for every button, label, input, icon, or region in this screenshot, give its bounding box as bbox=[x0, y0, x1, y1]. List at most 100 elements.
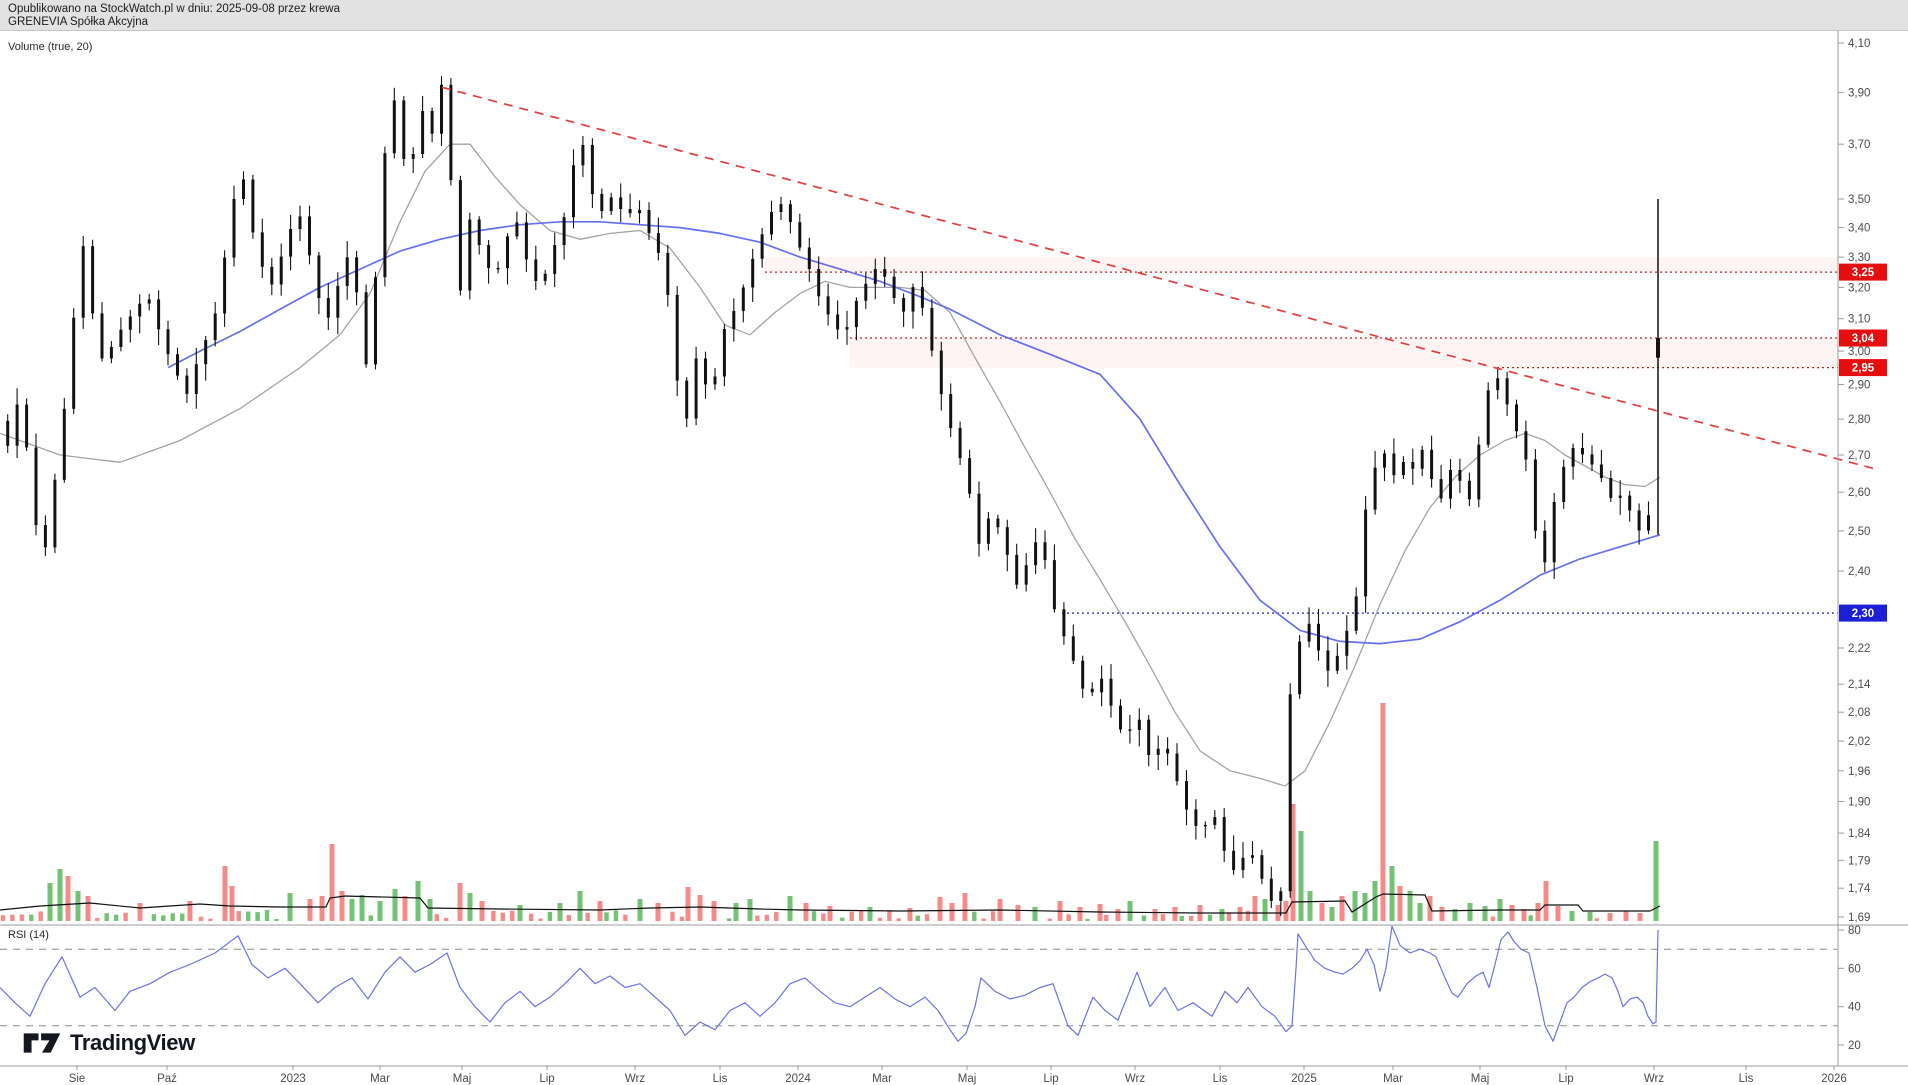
volume-bar bbox=[733, 903, 739, 921]
volume-bar bbox=[1352, 891, 1358, 921]
candle-body bbox=[590, 145, 594, 194]
candle-body bbox=[713, 376, 717, 385]
time-tick-label[interactable]: Lis bbox=[1739, 1073, 1754, 1085]
descending-trendline[interactable] bbox=[441, 86, 1879, 471]
candle-body bbox=[421, 111, 425, 154]
pane-separators bbox=[0, 31, 1908, 1067]
price-level-badge[interactable] bbox=[1839, 263, 1887, 281]
candle-body bbox=[1251, 855, 1254, 858]
volume-bar bbox=[377, 901, 383, 921]
volume-bar bbox=[491, 911, 496, 921]
candle-body bbox=[609, 197, 613, 212]
volume-bar bbox=[151, 914, 157, 921]
volume-bar bbox=[577, 891, 583, 921]
time-tick-label[interactable]: Lis bbox=[713, 1073, 728, 1085]
volume-bar bbox=[1569, 911, 1575, 921]
candle-body bbox=[845, 327, 849, 330]
volume-indicator-label: Volume (true, 20) bbox=[8, 41, 93, 53]
volume-bar bbox=[236, 911, 241, 921]
volume-bar bbox=[274, 918, 279, 921]
time-tick-label[interactable]: 2025 bbox=[1291, 1073, 1317, 1085]
candle-body bbox=[477, 219, 481, 245]
volume-bar bbox=[137, 903, 143, 921]
time-tick-label[interactable]: 2026 bbox=[1821, 1073, 1847, 1085]
time-tick-label[interactable]: Maj bbox=[1471, 1073, 1490, 1085]
time-tick-label[interactable]: Maj bbox=[453, 1073, 472, 1085]
volume-bar bbox=[415, 881, 421, 921]
price-level-badges[interactable]: 3,25 3,04 2,95 2,30 bbox=[1839, 263, 1887, 622]
price-level-badge[interactable] bbox=[1839, 359, 1887, 377]
candle-body bbox=[638, 210, 641, 214]
time-tick-label[interactable]: Sie bbox=[69, 1073, 86, 1085]
candle-body bbox=[1505, 378, 1509, 405]
tradingview-logo[interactable]: TradingView bbox=[22, 1028, 195, 1058]
time-tick-label[interactable]: Lis bbox=[1213, 1073, 1228, 1085]
candle-body bbox=[251, 179, 255, 233]
candle-body bbox=[194, 364, 198, 394]
time-tick-label[interactable]: Lip bbox=[539, 1073, 554, 1085]
time-tick-label[interactable]: Lip bbox=[1558, 1073, 1573, 1085]
volume-bar bbox=[821, 913, 826, 921]
time-tick-label[interactable]: Wrz bbox=[625, 1073, 645, 1085]
volume-bar bbox=[1262, 899, 1268, 921]
candle-body bbox=[798, 222, 802, 248]
volume-bar bbox=[1509, 905, 1515, 921]
candle-body bbox=[81, 246, 85, 318]
volume-bar bbox=[457, 883, 463, 921]
candle-body bbox=[1194, 809, 1198, 826]
candle-body bbox=[91, 246, 95, 314]
time-tick-label[interactable]: Lip bbox=[1043, 1073, 1058, 1085]
volume-bar bbox=[1032, 907, 1038, 921]
candle-body bbox=[873, 269, 877, 284]
alert-zone bbox=[850, 337, 1838, 368]
rsi-tick-label: 80 bbox=[1848, 925, 1861, 937]
time-tick-label[interactable]: Wrz bbox=[1644, 1073, 1664, 1085]
candle-body bbox=[449, 84, 453, 181]
volume-bar bbox=[1207, 914, 1213, 921]
time-tick-label[interactable]: Maj bbox=[958, 1073, 977, 1085]
candle-body bbox=[619, 197, 623, 209]
volume-bar bbox=[392, 889, 398, 921]
tradingview-logo-text: TradingView bbox=[70, 1030, 195, 1055]
candle-body bbox=[6, 420, 10, 446]
volume-bar bbox=[229, 886, 235, 921]
volume-bar bbox=[670, 911, 675, 921]
volume-bar bbox=[467, 893, 473, 921]
volume-bar bbox=[1339, 896, 1345, 921]
trendline[interactable] bbox=[441, 86, 1879, 471]
candle-body bbox=[1232, 850, 1236, 871]
price-axis[interactable]: 4,10 3,90 3,70 3,50 3,40 3,30 3,20 3,10 3,00 2,90… bbox=[1838, 38, 1871, 1052]
candle-body bbox=[1298, 641, 1302, 695]
volume-bar bbox=[849, 911, 854, 921]
candle-body bbox=[1552, 502, 1556, 563]
volume-bar bbox=[1362, 893, 1368, 921]
candle-body bbox=[1034, 542, 1038, 566]
rsi-tick-label: 60 bbox=[1848, 963, 1861, 975]
volume-bar bbox=[114, 914, 119, 921]
candle-body bbox=[176, 354, 179, 376]
time-tick-label[interactable]: Mar bbox=[370, 1073, 390, 1085]
time-tick-label[interactable]: Mar bbox=[1383, 1073, 1403, 1085]
candle-body bbox=[883, 269, 887, 277]
volume-bar bbox=[747, 899, 753, 921]
price-level-badge[interactable] bbox=[1839, 604, 1887, 622]
candle-body bbox=[1279, 891, 1283, 901]
price-level-lines[interactable] bbox=[765, 271, 1838, 614]
time-tick-label[interactable]: 2023 bbox=[280, 1073, 306, 1085]
candle-body bbox=[562, 217, 566, 245]
time-tick-label[interactable]: Paź bbox=[157, 1073, 177, 1085]
price-level-badge[interactable] bbox=[1839, 329, 1887, 347]
volume-bar bbox=[104, 913, 109, 921]
candle-body bbox=[1090, 688, 1094, 693]
time-tick-label[interactable]: 2024 bbox=[785, 1073, 811, 1085]
time-tick-label[interactable]: Mar bbox=[872, 1073, 892, 1085]
time-axis[interactable]: Sie Paź 2023 Mar Maj Lip Wrz Lis 2024 Mar Maj Lip Wr… bbox=[69, 1066, 1847, 1085]
time-tick-label[interactable]: Wrz bbox=[1125, 1073, 1145, 1085]
header-banner: Opublikowano na StockWatch.pl w dniu: 20… bbox=[0, 0, 1908, 31]
candle-body bbox=[1458, 470, 1462, 481]
candle-body bbox=[854, 300, 858, 328]
volume-bar bbox=[255, 912, 260, 921]
price-tick-label: 2,80 bbox=[1848, 414, 1870, 426]
volume-bar bbox=[1467, 903, 1473, 921]
